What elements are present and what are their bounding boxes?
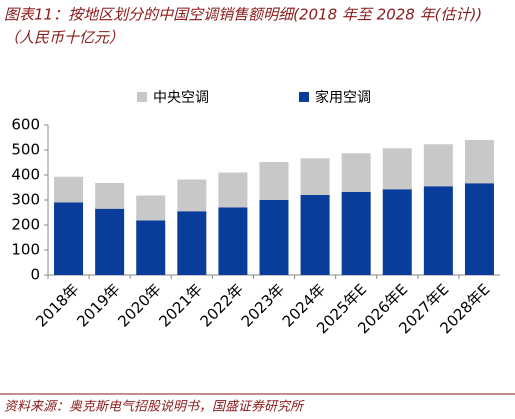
y-tick-label: 600	[11, 116, 40, 134]
bar	[177, 211, 207, 275]
bar	[341, 153, 371, 192]
bar	[382, 148, 412, 190]
y-tick-label: 400	[11, 166, 40, 184]
x-tick-label: 2021年	[155, 280, 205, 330]
legend-label: 家用空调	[315, 89, 371, 106]
bar	[177, 179, 207, 212]
source: 资料来源：奥克斯电气招股说明书，国盛证券研究所	[4, 399, 305, 415]
bar	[464, 183, 494, 275]
x-tick-label: 2019年	[73, 280, 123, 330]
bar	[218, 172, 248, 208]
bar	[136, 220, 166, 275]
bar	[341, 192, 371, 275]
bar	[259, 200, 289, 275]
x-tick-label: 2022年	[197, 280, 247, 330]
chart-title: 图表11：按地区划分的中国空调销售额明细(2018 年至 2028 年(估计))	[4, 6, 482, 24]
x-tick-label: 2020年	[114, 280, 164, 330]
bar	[423, 186, 453, 275]
bar	[218, 207, 248, 275]
y-tick-label: 500	[11, 141, 40, 159]
x-tick-label: 2018年	[32, 280, 82, 330]
bar	[136, 195, 166, 221]
y-tick-label: 100	[11, 241, 40, 259]
bar	[54, 176, 84, 203]
y-tick-label: 200	[11, 216, 40, 234]
legend-swatch	[137, 92, 147, 102]
bar	[259, 162, 289, 200]
bar	[54, 202, 84, 275]
bar	[95, 208, 125, 275]
chart-subtitle: （人民币十亿元）	[4, 29, 124, 47]
bar	[464, 140, 494, 184]
x-tick-label: 2023年	[238, 280, 288, 330]
legend-swatch	[299, 92, 309, 102]
y-tick-label: 0	[30, 266, 40, 284]
bar	[423, 144, 453, 187]
legend-label: 中央空调	[153, 90, 209, 106]
bar	[95, 183, 125, 209]
y-tick-label: 300	[11, 191, 40, 209]
bar	[300, 195, 330, 275]
bar	[382, 189, 412, 275]
bar	[300, 158, 330, 195]
